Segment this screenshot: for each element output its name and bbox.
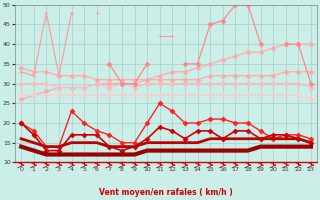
X-axis label: Vent moyen/en rafales ( km/h ): Vent moyen/en rafales ( km/h ) <box>99 188 233 197</box>
